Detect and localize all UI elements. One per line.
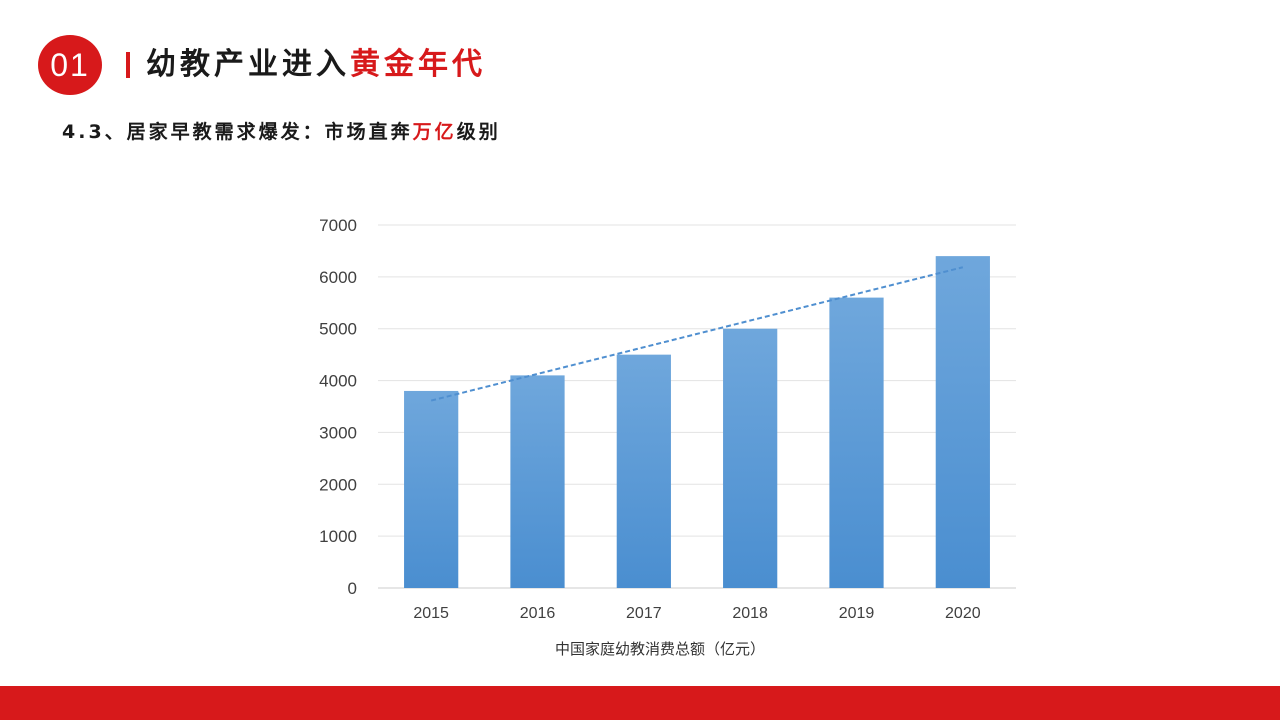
x-tick-label: 2018 [732,605,768,622]
x-tick-label: 2015 [413,605,449,622]
x-tick-label: 2016 [520,605,556,622]
subtitle-suffix: 级别 [456,121,501,143]
y-tick-label: 5000 [319,320,357,339]
bar-2018 [723,328,778,588]
trendline [430,266,964,402]
y-tick-label: 7000 [319,216,357,235]
subtitle-prefix: 4.3、居家早教需求爆发：市场直奔 [62,121,413,143]
title-divider [126,52,130,78]
y-tick-label: 3000 [319,423,357,442]
gridlines [378,224,1016,589]
page-title: 幼教产业进入黄金年代 [146,44,486,86]
y-tick-label: 2000 [319,475,357,494]
x-tick-label: 2017 [626,605,662,622]
bars [404,256,990,588]
bar-2017 [616,354,671,588]
y-tick-label: 1000 [319,527,357,546]
y-tick-label: 0 [348,579,357,598]
x-axis-ticks: 2015 2016 2017 2018 2019 2020 [413,605,980,622]
x-tick-label: 2020 [945,605,981,622]
y-tick-label: 4000 [319,372,357,391]
footer-bar [0,686,1280,720]
y-tick-label: 6000 [319,268,357,287]
subtitle-highlight: 万亿 [412,121,457,143]
bar-2020 [935,256,990,588]
x-axis-label: 中国家庭幼教消费总额（亿元） [555,640,765,658]
x-tick-label: 2019 [839,605,875,622]
trendline-line [430,266,964,402]
page-title-highlight: 黄金年代 [350,47,486,82]
bar-2015 [404,390,459,588]
section-subtitle: 4.3、居家早教需求爆发：市场直奔万亿级别 [62,118,501,146]
y-axis-ticks: 0 1000 2000 3000 4000 5000 6000 7000 [319,216,357,598]
page-title-main: 幼教产业进入 [146,47,350,82]
bar-2019 [829,297,884,588]
bar-2016 [510,375,565,588]
section-number-badge: 01 [38,35,102,95]
